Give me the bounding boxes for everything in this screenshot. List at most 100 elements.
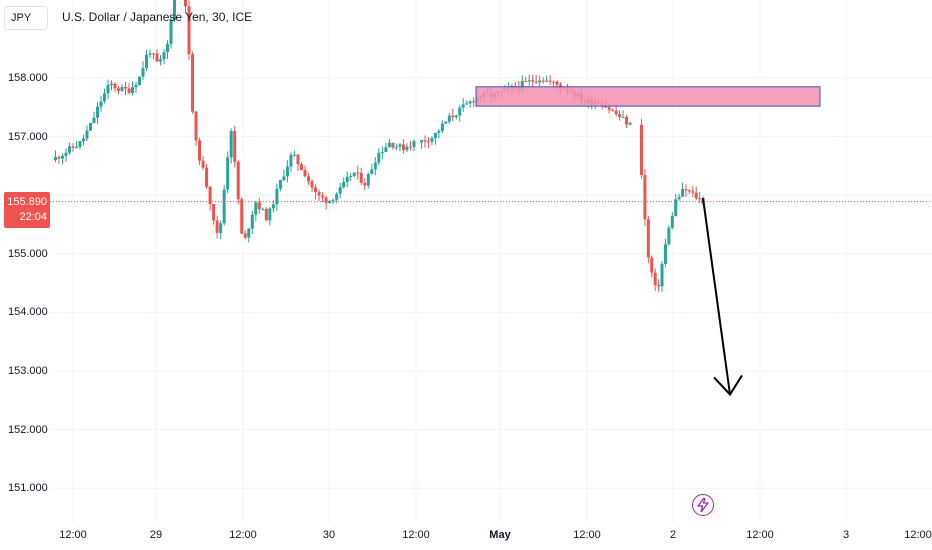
candle-body (278, 179, 282, 189)
symbol-box[interactable]: JPY (4, 6, 48, 30)
x-tick-label: 3 (842, 529, 850, 541)
candle-body (233, 130, 237, 162)
candle-body (307, 176, 311, 182)
y-tick-label: 157.000 (8, 131, 48, 143)
candle-body (531, 80, 535, 82)
candle-body (359, 172, 363, 183)
y-tick-label: 158.000 (8, 72, 48, 84)
candle-body (68, 146, 71, 153)
candle-body (110, 83, 113, 86)
candle-body (321, 195, 325, 198)
candle-body (303, 169, 307, 177)
candle-body (524, 81, 528, 83)
chart-title: U.S. Dollar / Japanese Yen, 30, ICE (62, 10, 253, 24)
candle-body (261, 209, 265, 211)
candle-body (684, 189, 688, 191)
candle-body (614, 110, 618, 115)
y-tick-label: 155.000 (8, 248, 48, 260)
candle-body (57, 156, 61, 159)
candle-body (440, 123, 444, 132)
candle-body (394, 146, 398, 148)
candle-body (314, 187, 318, 193)
candle-body (226, 157, 230, 190)
candle-body (677, 196, 681, 200)
candle-body (324, 197, 328, 203)
candle-body (120, 87, 124, 91)
candle-body (92, 117, 96, 123)
candle-body (82, 138, 85, 142)
candle-body (257, 202, 261, 210)
candle-body (254, 202, 258, 215)
candle-body (127, 88, 131, 93)
candle-body (212, 204, 216, 221)
candle-body (194, 111, 198, 141)
candle-body (451, 115, 455, 118)
y-tick-label: 154.000 (8, 306, 48, 318)
candle-body (229, 130, 233, 158)
y-tick-label: 151.000 (8, 482, 48, 494)
candle-body (292, 154, 296, 156)
candle-body (670, 215, 674, 228)
candle-body (653, 272, 657, 286)
candle-body (398, 144, 402, 147)
x-tick-label: 2 (669, 529, 677, 541)
candle-body (148, 53, 152, 55)
candle-body (545, 80, 549, 82)
candle-body (437, 131, 441, 133)
candle-body (106, 85, 110, 94)
candle-body (113, 83, 117, 89)
candle-body (527, 80, 531, 82)
candle-body (331, 199, 335, 201)
candle-body (405, 146, 409, 151)
candle-body (444, 121, 448, 124)
candle-body (520, 81, 524, 90)
candle-body (338, 187, 342, 194)
candle-body (240, 199, 244, 234)
candle-body (552, 81, 556, 83)
x-tick-label: May (489, 529, 511, 541)
candle-body (660, 263, 664, 287)
candle-body (691, 191, 695, 193)
candle-body (618, 114, 622, 118)
candle-body (555, 81, 559, 85)
candle-body (215, 220, 219, 233)
candle-body (236, 161, 240, 200)
candle-body (296, 154, 300, 165)
x-tick-label: 29 (149, 529, 163, 541)
candle-body (117, 88, 120, 91)
candle-body (548, 80, 552, 82)
candle-body (621, 116, 625, 118)
candle-body (391, 142, 395, 148)
down-arrow[interactable] (702, 197, 743, 397)
candle-body (99, 101, 103, 107)
candle-body (643, 175, 647, 220)
candle-body (300, 164, 303, 170)
candle-body (646, 219, 650, 258)
candle-body (169, 19, 173, 45)
candle-body (373, 162, 377, 170)
supply-zone[interactable] (475, 86, 821, 107)
symbol-label: JPY (11, 12, 32, 24)
candle-body (71, 146, 75, 148)
candles (54, 0, 705, 293)
candle-body (208, 186, 212, 205)
candle-body (377, 152, 381, 163)
candle-body (289, 154, 293, 167)
candle-body (628, 122, 632, 125)
candle-body (534, 81, 538, 83)
candle-body (64, 152, 68, 156)
lightning-icon[interactable] (692, 494, 714, 516)
current-price-value: 155.890 (7, 196, 47, 208)
candle-body (198, 140, 202, 161)
candle-body (625, 116, 629, 125)
candle-body (687, 190, 691, 192)
candle-body (430, 138, 434, 142)
candle-body (187, 6, 191, 55)
x-tick-label: 12:00 (573, 529, 601, 541)
candle-body (191, 54, 195, 112)
candle-body (155, 53, 159, 62)
candle-body (247, 228, 251, 238)
candle-body (243, 233, 247, 238)
candle-body (138, 76, 141, 85)
